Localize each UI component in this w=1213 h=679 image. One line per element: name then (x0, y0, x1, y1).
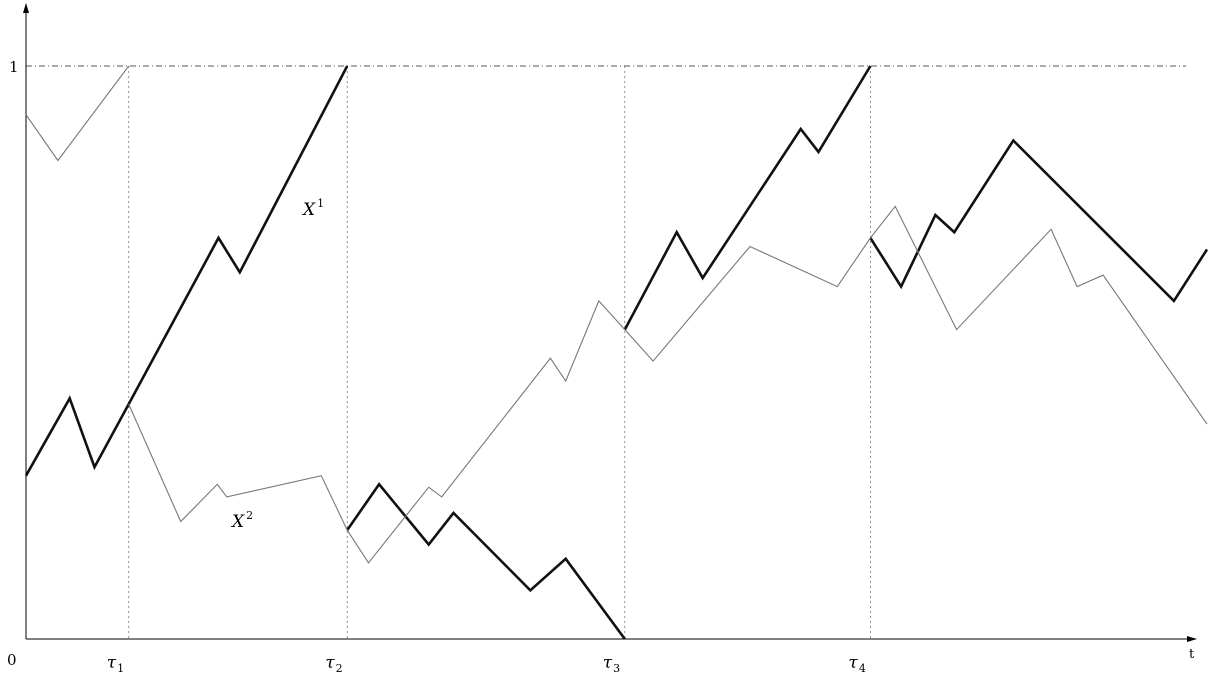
stopping-time-label-3: τ3 (603, 653, 620, 675)
stopping-time-label-1: τ1 (107, 653, 124, 675)
stopping-time-label-2: τ2 (325, 653, 342, 675)
y-tick-label-1: 1 (9, 58, 19, 76)
series-group (24, 65, 1209, 640)
series-2-segment-2 (128, 205, 1208, 564)
series-1-segment-4 (869, 138, 1209, 303)
stopping-time-labels: τ1 τ2 τ3 τ4 (107, 653, 866, 675)
origin-label: 0 (7, 651, 17, 669)
series-1-segment-3 (623, 65, 872, 331)
stopping-time-label-4: τ4 (848, 653, 865, 675)
series-2-segment-1 (25, 65, 130, 162)
series-1-segment-1 (24, 65, 349, 477)
series-1-segment-2 (346, 482, 626, 640)
x-axis-label: t (1189, 647, 1195, 662)
stopping-time-gridlines (128, 66, 871, 639)
